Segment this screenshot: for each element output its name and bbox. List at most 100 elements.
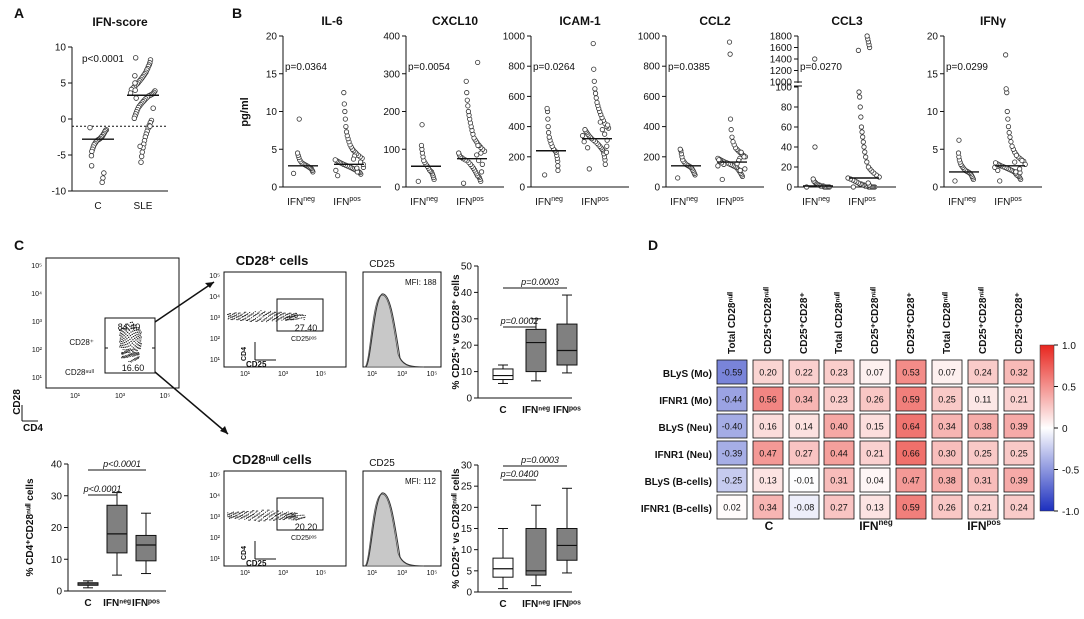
y-tick-label: 10⁵ (209, 472, 220, 479)
cell-dot (281, 517, 283, 519)
cell-dot (252, 510, 254, 512)
cell-dot (280, 515, 282, 517)
cell-dot (284, 518, 286, 520)
cell-dot (131, 321, 133, 323)
cell-dot (261, 518, 263, 520)
cell-dot (263, 517, 265, 519)
p-value: p=0.0003 (520, 455, 559, 465)
cell-dot (122, 331, 124, 333)
cell-dot (289, 317, 291, 319)
x-tick-label: IFNᵖᵒˢ (553, 405, 581, 416)
cell-dot (123, 356, 125, 358)
cell-dot (265, 511, 267, 513)
cell-dot (128, 360, 130, 362)
gate-box (104, 317, 156, 374)
cell-dot (290, 512, 292, 514)
cell-value: 0.59 (902, 503, 920, 513)
cell-dot (227, 512, 229, 514)
cell-dot (133, 340, 135, 342)
cell-dot (296, 312, 298, 314)
cell-value: 0.40 (830, 422, 848, 432)
cell-dot (272, 513, 274, 515)
cell-dot (289, 315, 291, 317)
cell-dot (229, 515, 231, 517)
cell-dot (252, 319, 254, 321)
cell-dot (299, 517, 301, 519)
y-tick-label: 40 (51, 460, 63, 471)
heatmap-cell (859, 440, 891, 466)
cell-dot (257, 319, 259, 321)
x-tick-label-base: IFN (456, 197, 472, 208)
cell-dot (135, 339, 137, 341)
x-tick-label: 10⁵ (427, 371, 438, 378)
row-label: IFNR1 (Mo) (659, 396, 712, 407)
heatmap-cell (931, 494, 963, 520)
y-tick-label: 20 (51, 523, 63, 534)
group-label: C (765, 519, 774, 533)
cell-dot (138, 347, 140, 349)
cell-dot (233, 315, 235, 317)
data-point (1006, 130, 1012, 136)
cell-dot (289, 513, 291, 515)
cell-dot (269, 318, 271, 320)
cell-value: 0.22 (795, 368, 813, 378)
heatmap-cell (967, 494, 999, 520)
y-tick-label: 10 (266, 107, 278, 118)
cell-dot (138, 353, 140, 355)
cell-dot (241, 316, 243, 318)
cell-dot (296, 318, 298, 320)
y-tick-label: 10⁴ (209, 493, 220, 500)
chart-title: ICAM-1 (559, 14, 601, 28)
cell-dot (255, 518, 257, 520)
p-value: p<0.0001 (82, 54, 124, 65)
cell-dot (297, 518, 299, 520)
cell-dot (129, 360, 131, 362)
cell-dot (135, 349, 137, 351)
cell-dot (122, 357, 124, 359)
y-tick-label: 10¹ (32, 375, 43, 382)
cell-dot (285, 318, 287, 320)
cell-dot (278, 513, 280, 515)
heatmap-cell (1003, 467, 1035, 493)
cell-dot (283, 516, 285, 518)
data-point (478, 150, 484, 156)
cell-dot (252, 316, 254, 318)
cell-dot (137, 338, 139, 340)
cell-dot (258, 516, 260, 518)
cell-dot (236, 316, 238, 318)
cell-dot (122, 355, 124, 357)
cell-dot (282, 316, 284, 318)
heatmap-cell (859, 359, 891, 385)
cell-dot (260, 318, 262, 320)
colorbar-tick-label: 0.5 (1062, 383, 1076, 394)
cell-dot (260, 314, 262, 316)
cell-dot (303, 314, 305, 316)
data-point (354, 165, 360, 171)
cell-dot (242, 510, 244, 512)
cell-dot (253, 512, 255, 514)
cell-dot (285, 514, 286, 516)
cell-dot (277, 319, 279, 321)
cell-dot (138, 345, 140, 347)
x-tick-label-base: IFN (848, 197, 864, 208)
cell-dot (131, 359, 133, 361)
cell-dot (124, 351, 126, 353)
heatmap-cell (895, 359, 927, 385)
data-point (604, 143, 610, 149)
y-tick-label: 300 (383, 69, 400, 80)
cell-dot (239, 512, 241, 514)
cell-dot (285, 518, 287, 520)
p-value: p=0.0299 (946, 62, 988, 73)
cell-dot (121, 346, 123, 348)
x-tick-label-sup: neg (686, 196, 698, 203)
cell-dot (273, 312, 275, 314)
cell-dot (271, 317, 273, 319)
cell-dot (267, 319, 269, 321)
panel-d-heatmap: BLyS (Mo) IFNR1 (Mo) BLyS (Neu) IFNR1 (Neu)… (641, 287, 1080, 533)
data-point (860, 139, 866, 145)
data-point (865, 180, 871, 186)
cell-dot (124, 349, 126, 351)
cell-dot (136, 352, 138, 354)
cell-dot (265, 514, 267, 516)
